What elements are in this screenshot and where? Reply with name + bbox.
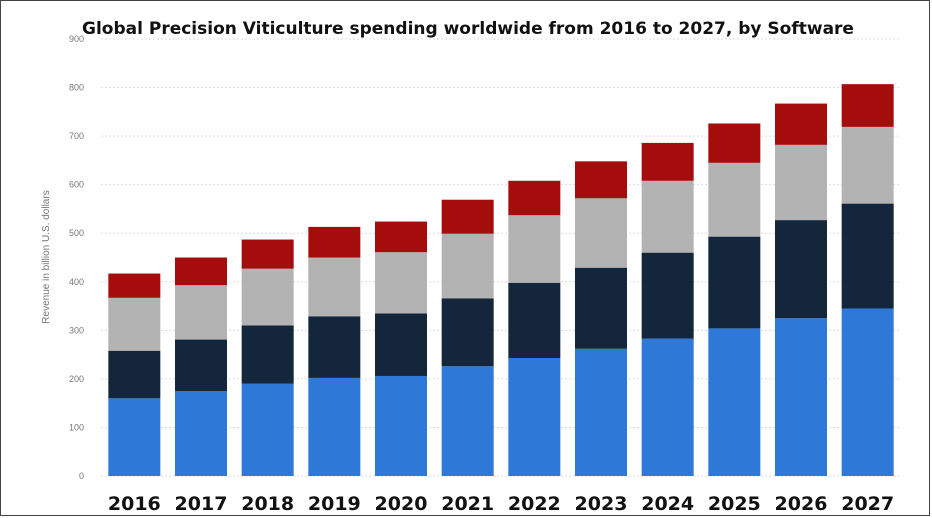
bar-segment-2018-series-2 [241, 325, 294, 384]
bar-segment-2020-series-4 [375, 221, 427, 253]
bar-segment-2019-series-2 [308, 316, 361, 378]
bars [108, 84, 894, 476]
bar-segment-2021-series-1 [441, 366, 494, 476]
bar-segment-2026-series-1 [775, 318, 827, 476]
x-tick-label-2020: 2020 [375, 493, 428, 515]
x-tick-label-2021: 2021 [441, 493, 494, 515]
bar-segment-2022-series-4 [508, 180, 561, 216]
bar-segment-2016-series-4 [108, 273, 161, 298]
y-tick-label: 400 [69, 277, 84, 287]
bar-segment-2023-series-3 [575, 198, 627, 268]
bar-segment-2027-series-4 [841, 84, 894, 127]
bar-segment-2019-series-1 [308, 377, 361, 476]
bar-segment-2022-series-2 [508, 282, 561, 359]
bar-segment-2027-series-3 [841, 126, 894, 204]
bar-segment-2016-series-2 [108, 350, 161, 399]
y-tick-label: 900 [69, 34, 84, 44]
bar-segment-2019-series-4 [308, 226, 361, 258]
bar-segment-2023-series-1 [575, 348, 627, 476]
y-axis-label: Revenue in billion U.S. dollars [41, 190, 52, 323]
x-axis-ticks: 2016 2017 2018 2019 2020 2021 2022 2023 2024 2025… [108, 493, 894, 515]
bar-segment-2027-series-2 [841, 203, 894, 309]
bar-segment-2023-series-4 [575, 161, 627, 199]
bar-segment-2021-series-3 [441, 233, 494, 299]
bar-segment-2023-series-2 [575, 267, 627, 349]
x-tick-label-2023: 2023 [575, 493, 628, 515]
bar-segment-2018-series-1 [241, 383, 294, 476]
bar-segment-2021-series-4 [441, 199, 494, 234]
x-tick-label-2018: 2018 [241, 493, 294, 515]
bar-segment-2020-series-2 [375, 313, 427, 376]
bar-segment-2024-series-4 [641, 142, 694, 181]
bar-segment-2017-series-4 [175, 257, 227, 286]
y-tick-label: 500 [69, 228, 84, 238]
gridlines [101, 38, 901, 477]
bar-segment-2025-series-1 [708, 328, 761, 476]
bar-segment-2016-series-1 [108, 398, 161, 476]
bar-segment-2027-series-1 [841, 308, 894, 476]
bar-segment-2025-series-2 [708, 236, 761, 329]
bar-segment-2021-series-2 [441, 298, 494, 367]
x-tick-label-2025: 2025 [708, 493, 761, 515]
bar-segment-2025-series-4 [708, 123, 761, 163]
bar-segment-2016-series-3 [108, 297, 161, 351]
bar-segment-2024-series-1 [641, 338, 694, 476]
x-tick-label-2024: 2024 [641, 493, 694, 515]
y-tick-label: 0 [79, 471, 84, 481]
bar-segment-2018-series-3 [241, 268, 294, 326]
x-tick-label-2019: 2019 [308, 493, 361, 515]
bar-segment-2019-series-3 [308, 257, 361, 317]
bar-segment-2026-series-3 [775, 144, 827, 221]
y-tick-label: 100 [69, 422, 84, 432]
x-tick-label-2016: 2016 [108, 493, 161, 515]
bar-segment-2022-series-3 [508, 215, 561, 283]
x-tick-label-2017: 2017 [175, 493, 228, 515]
x-tick-label-2026: 2026 [775, 493, 828, 515]
y-tick-label: 700 [69, 131, 84, 141]
bar-segment-2017-series-3 [175, 285, 227, 340]
bar-segment-2020-series-3 [375, 252, 427, 314]
y-tick-label: 800 [69, 83, 84, 93]
bar-segment-2026-series-4 [775, 103, 827, 145]
bar-segment-2026-series-2 [775, 220, 827, 319]
bar-segment-2025-series-3 [708, 162, 761, 237]
y-tick-label: 600 [69, 180, 84, 190]
bar-segment-2024-series-2 [641, 252, 694, 339]
x-tick-label-2027: 2027 [841, 493, 894, 515]
chart-title: Global Precision Viticulture spending wo… [82, 19, 854, 39]
bar-segment-2024-series-3 [641, 180, 694, 253]
bar-segment-2018-series-4 [241, 239, 294, 269]
x-tick-label-2022: 2022 [508, 493, 561, 515]
y-tick-label: 300 [69, 325, 84, 335]
bar-segment-2017-series-1 [175, 391, 227, 476]
y-axis-ticks: 0 100 200 300 400 500 600 700 800 900 [69, 34, 84, 481]
bar-segment-2022-series-1 [508, 358, 561, 476]
bar-segment-2017-series-2 [175, 339, 227, 392]
bar-segment-2020-series-1 [375, 375, 427, 476]
y-tick-label: 200 [69, 374, 84, 384]
